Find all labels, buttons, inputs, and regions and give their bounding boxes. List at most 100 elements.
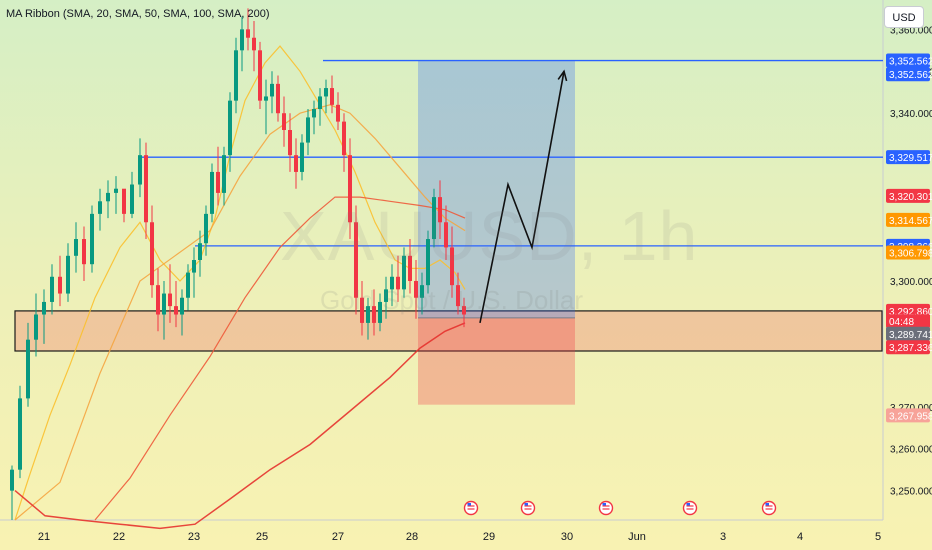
price-tick-5: 3,260.000 [890,445,932,456]
time-label-3: 25 [256,531,268,543]
currency-button[interactable]: USD [884,6,924,28]
candle-body-3 [34,314,38,340]
price-tag-bg-2 [886,150,930,165]
candle-29 [216,146,220,206]
candle-body-43 [300,142,304,172]
candle-body-5 [50,276,54,302]
candle-12 [106,180,110,219]
candle-body-30 [222,155,226,193]
candle-body-60 [402,255,406,290]
candle-21 [168,264,172,323]
candle-28 [210,163,214,223]
candle-25 [192,247,196,298]
price-tag-bg-1 [886,67,930,82]
price-tag-bg-9 [886,326,930,341]
candle-body-69 [456,285,460,307]
price-tag-4: 3,314.567 [886,212,932,227]
candle-body-31 [228,100,232,156]
candle-16 [138,138,142,198]
candle-22 [174,280,178,328]
candle-15 [130,171,134,219]
price-tag-bg-10 [886,340,930,355]
candle-body-26 [198,243,202,260]
candle-51 [348,138,352,240]
candle-body-57 [384,289,388,302]
price-tag-label-7: 3,292.860 [889,307,932,318]
candle-body-0 [10,469,14,491]
candle-body-39 [276,83,280,114]
time-label-8: Jun [628,531,646,543]
candle-64 [426,230,430,294]
us-event-icon-2 [598,500,614,516]
candle-40 [282,96,286,147]
candle-45 [312,100,316,135]
price-tag-bg-6 [886,245,930,260]
candle-5 [50,264,54,315]
candle-body-12 [106,192,110,202]
candle-body-21 [168,293,172,307]
watermark-symbol: XAUUSD, 1h [280,197,699,275]
candle-body-68 [450,247,454,286]
candle-body-14 [122,188,126,214]
candle-0 [10,465,14,520]
price-tag-0: 3,352.562 [886,53,932,68]
price-tag-3: 3,320.301 [886,188,932,203]
candle-47 [324,79,328,114]
candle-body-29 [216,171,220,193]
candle-body-16 [138,155,142,185]
candle-69 [456,272,460,315]
candle-13 [114,176,118,214]
price-tick-2: 3,340.000 [890,109,932,120]
candle-body-19 [156,285,160,315]
candle-7 [66,243,70,302]
projection-path [479,71,565,324]
price-tag-label-2: 3,329.517 [889,153,932,164]
candle-body-25 [192,260,196,273]
time-label-4: 27 [332,531,344,543]
candle-59 [396,255,400,302]
candle-body-36 [258,50,262,101]
candle-body-55 [372,306,376,323]
candle-body-61 [408,255,412,281]
candle-37 [264,79,268,135]
candle-body-27 [204,213,208,244]
time-label-0: 21 [38,531,50,543]
candle-63 [420,272,424,315]
price-tag-label-10: 3,287.336 [889,343,932,354]
candle-32 [234,37,238,114]
candle-body-10 [90,213,94,265]
candle-48 [330,75,334,114]
candle-body-7 [66,255,70,294]
candle-body-59 [396,276,400,290]
candle-26 [198,230,202,277]
candle-20 [162,280,166,340]
candle-body-65 [432,197,436,240]
price-tag-label-1: 3,352.562 [889,70,932,81]
candle-body-58 [390,276,394,290]
candle-body-15 [130,184,134,214]
indicator-legend[interactable]: MA Ribbon (SMA, 20, SMA, 50, SMA, 100, S… [6,8,270,20]
candle-body-46 [318,96,322,110]
candle-body-13 [114,188,118,193]
candle-body-9 [82,239,86,265]
price-tag-label-0: 3,352.562 [889,57,932,68]
candle-33 [240,16,244,72]
price-tag-label-3: 3,320.301 [889,192,932,203]
candle-body-6 [58,276,62,294]
candle-46 [318,88,322,126]
candle-8 [74,222,78,273]
candle-body-32 [234,50,238,101]
candle-body-8 [74,239,78,256]
candle-61 [408,239,412,294]
candle-body-24 [186,272,190,298]
candle-body-2 [26,339,30,399]
us-event-icon-0 [463,500,479,516]
candle-35 [252,20,256,72]
candle-1 [18,385,22,479]
candle-body-34 [246,29,250,38]
us-event-icon-1 [520,500,536,516]
candle-body-37 [264,96,268,101]
